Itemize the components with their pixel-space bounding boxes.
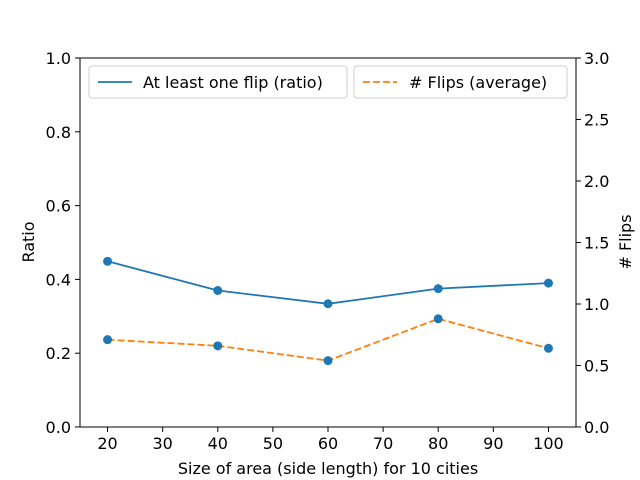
- y-tick-label: 0.8: [46, 123, 71, 142]
- series-0-point: [433, 284, 443, 294]
- series-1-point: [433, 314, 443, 324]
- y-tick-label: 1.0: [46, 49, 71, 68]
- y2-axis-label: # Flips: [616, 214, 635, 269]
- x-tick-label: 50: [263, 434, 283, 453]
- plot-area: [79, 57, 577, 428]
- series-1-point: [543, 343, 553, 353]
- x-tick-label: 60: [318, 434, 338, 453]
- series-layer: [103, 256, 553, 366]
- x-tick-label: 100: [533, 434, 564, 453]
- y2-tick-label: 2.5: [584, 111, 609, 130]
- y-tick-label: 0.4: [46, 270, 71, 289]
- legend-flips: # Flips (average): [353, 65, 568, 99]
- y2-axis-ticks: 0.0 0.5 1.0 1.5 2.0 2.5 3.0: [576, 49, 609, 437]
- y-tick-label: 0.6: [46, 197, 71, 216]
- legend-flips-box: [353, 65, 568, 99]
- series-0-point: [323, 299, 333, 309]
- series-0-point: [543, 278, 553, 288]
- series-0-point: [213, 285, 223, 295]
- series-1-point: [323, 356, 333, 366]
- legend-ratio-label: At least one flip (ratio): [143, 73, 323, 92]
- x-tick-label: 70: [373, 434, 393, 453]
- y2-tick-label: 1.0: [584, 295, 609, 314]
- x-tick-label: 40: [208, 434, 228, 453]
- y-axis-label: Ratio: [19, 221, 38, 262]
- x-tick-label: 90: [483, 434, 503, 453]
- y-tick-label: 0.2: [46, 344, 71, 363]
- series-1-point: [213, 341, 223, 351]
- y2-tick-label: 3.0: [584, 49, 609, 68]
- x-tick-label: 30: [152, 434, 172, 453]
- y2-tick-label: 2.0: [584, 172, 609, 191]
- legend-ratio-box: [88, 65, 348, 99]
- series-0-point: [103, 256, 113, 266]
- legend-ratio: At least one flip (ratio): [88, 65, 348, 99]
- y2-tick-label: 0.0: [584, 418, 609, 437]
- y2-tick-label: 1.5: [584, 234, 609, 253]
- series-1-point: [103, 335, 113, 345]
- x-tick-label: 20: [97, 434, 117, 453]
- x-tick-label: 80: [428, 434, 448, 453]
- y2-tick-label: 0.5: [584, 357, 609, 376]
- y-tick-label: 0.0: [46, 418, 71, 437]
- legend-flips-label: # Flips (average): [409, 73, 547, 92]
- x-axis-ticks: 20 30 40 50 60 70 80 90 100: [97, 427, 564, 453]
- x-axis-label: Size of area (side length) for 10 cities: [178, 459, 478, 478]
- y-axis-ticks: 0.0 0.2 0.4 0.6 0.8 1.0: [46, 49, 80, 437]
